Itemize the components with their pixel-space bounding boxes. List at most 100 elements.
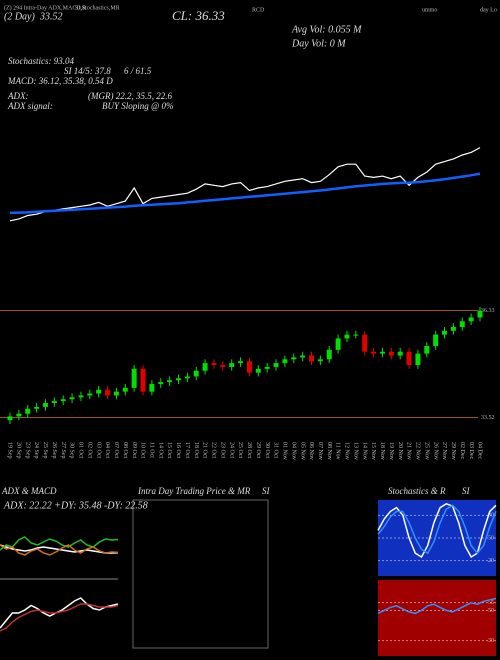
candle-body [371,351,377,354]
day-vol: Day Vol: 0 M [291,38,346,49]
x-tick-label: 30 Sep [69,442,75,459]
header-text: RCD [252,7,265,13]
x-tick-label: 11 Oct [149,442,155,458]
x-tick-label: 04 Dec [477,442,483,459]
x-tick-label: 01 Oct [78,442,84,458]
x-tick-label: 22 Oct [211,442,217,458]
stat: SI 14/5: 37.8 [64,66,111,76]
y-tick-label: 20 [488,558,494,564]
x-tick-label: 27 Nov [441,442,447,460]
x-tick-label: 15 Nov [370,442,376,460]
panel-title: Intra Day Trading Price & MR [137,486,251,496]
x-tick-label: 13 Nov [352,442,358,460]
stat: Stochastics: 93.04 [8,56,74,66]
x-tick-label: 20 Nov [397,442,403,460]
header-text: (2 Day) [4,11,35,22]
candle-body [96,389,102,394]
candle-body [158,382,164,385]
candle-body [78,395,84,398]
x-tick-label: 07 Nov [317,442,323,460]
candle-body [282,359,288,364]
x-tick-label: 22 Nov [415,442,421,460]
candle-body [309,355,315,362]
candle-body [42,403,48,407]
candle-body [335,338,341,350]
intraday-panel [132,499,269,649]
candle-body [344,334,350,339]
candle-body [415,353,421,366]
stat: ADX signal: [7,101,53,111]
panel-title: Stochastics & R [388,486,446,496]
candle-body [442,330,448,335]
indicator-line [0,536,119,551]
x-tick-label: 26 Nov [432,442,438,460]
candle-body [238,361,244,364]
stat: MACD: 36.12, 35.38, 0.54 D [7,76,113,86]
header-text: ummo [422,7,437,13]
x-tick-label: 18 Nov [379,442,385,460]
candle-body [16,413,22,417]
candle-body [397,351,403,356]
x-tick-label: 02 Dec [459,442,465,459]
candle-body [379,351,385,354]
candle-body [326,349,332,360]
x-tick-label: 31 Oct [273,442,279,458]
x-tick-label: 14 Nov [361,442,367,460]
x-tick-label: 25 Sep [42,442,48,459]
indicator-line [377,502,497,559]
candle-body [211,363,217,366]
x-tick-label: 27 Sep [60,442,66,459]
stat: BUY Sloping @ 0% [102,101,174,111]
x-tick-label: 18 Oct [193,442,199,458]
x-tick-label: 21 Oct [202,442,208,458]
stat: 6 / 61.5 [124,66,152,76]
x-tick-label: 11 Nov [335,442,341,460]
x-tick-label: 30 Oct [264,442,270,458]
x-tick-label: 05 Nov [299,442,305,460]
ma-line [9,172,481,215]
x-tick-label: 28 Oct [246,442,252,458]
header-text: day Lo [480,7,497,13]
x-tick-label: 15 Oct [166,442,172,458]
y-tick-label: 36.33 [481,308,495,314]
candle-body [184,376,190,379]
candle-body [246,361,252,373]
candle-body [69,397,75,400]
candle-body [450,327,456,331]
panel-label: ADX: 22.22 +DY: 35.48 -DY: 22.58 [3,500,148,511]
x-tick-label: 19 Sep [7,442,13,459]
candle-body [113,391,119,396]
x-tick-label: 12 Nov [344,442,350,460]
x-tick-label: 26 Sep [51,442,57,459]
candle-body [149,384,155,392]
panel-bg [378,500,496,576]
candle-body [175,378,181,381]
candle-body [25,408,31,414]
candle-body [477,310,483,318]
x-tick-label: 08 Nov [326,442,332,460]
x-tick-label: 06 Nov [308,442,314,460]
x-tick-label: 03 Dec [468,442,474,459]
panel-bg [378,580,496,656]
candle-body [51,401,57,404]
header-text: 33.52 [39,11,63,22]
x-tick-label: 23 Sep [24,442,30,459]
candle-body [300,355,306,358]
panel-title: ADX & MACD [1,486,57,496]
candle-body [34,406,40,409]
candle-body [167,380,173,383]
y-tick-label: 80 [488,513,494,519]
x-tick-label: 19 Nov [388,442,394,460]
x-tick-label: 29 Oct [255,442,261,458]
x-tick-label: 14 Oct [157,442,163,458]
candle-body [433,334,439,347]
x-tick-label: 02 Oct [86,442,92,458]
candle-body [60,399,66,402]
y-tick-label: 33.52 [481,415,495,421]
candle-body [362,334,368,352]
candle-body [7,416,13,421]
indicator-line [377,597,497,615]
stat: (MGR) 22.2, 35.5, 22.6 [88,91,172,101]
